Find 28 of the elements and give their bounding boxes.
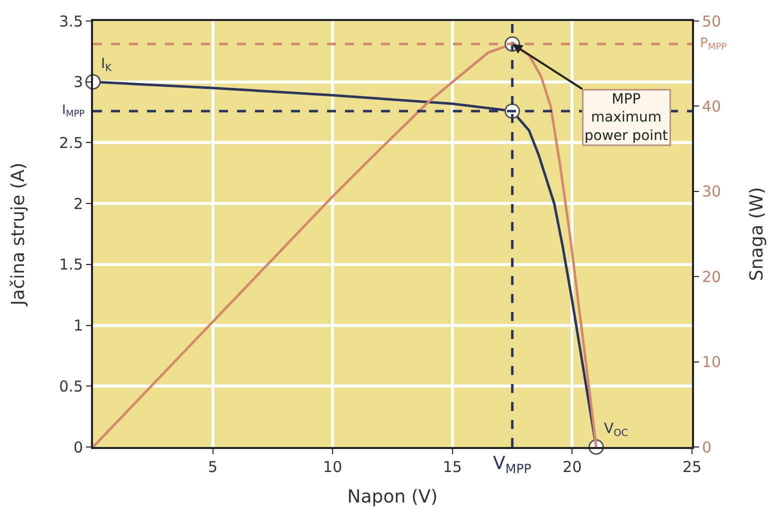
ref-line-label: I$_{MPP}$ xyxy=(62,103,86,120)
y-tick-label: 2 xyxy=(73,194,83,213)
x-tick-label: 10 xyxy=(323,458,342,476)
y2-tick-label: 20 xyxy=(702,268,722,286)
y2-tick-label: 30 xyxy=(702,182,722,201)
y2-tick-label: 10 xyxy=(702,353,722,372)
data-label: V$_{OC}$ xyxy=(604,421,628,439)
x-tick-label: 15 xyxy=(442,458,462,476)
y-tick-label: 1 xyxy=(73,316,83,335)
x-tick-label: 25 xyxy=(682,458,702,476)
x-tick-label: 20 xyxy=(562,458,582,476)
ref-line-label: V$_{MPP}$ xyxy=(493,453,532,476)
y-tick-label: 3 xyxy=(73,73,83,92)
y2-axis-title: Snaga (W) xyxy=(746,187,768,281)
y-axis-title: Jačina struje (A) xyxy=(8,162,29,306)
y-tick-label: 0.5 xyxy=(59,377,83,396)
y-tick-label: 2.5 xyxy=(59,134,83,152)
ref-line-label: P$_{MPP}$ xyxy=(700,36,728,53)
y-tick-label: 1.5 xyxy=(59,256,83,274)
y-tick-label: 3.5 xyxy=(59,12,83,30)
y2-tick-label: 50 xyxy=(702,12,722,30)
data-label: I$_{K}$ xyxy=(101,56,112,74)
annotation: MPP maximum power point xyxy=(584,92,668,144)
y2-tick-label: 0 xyxy=(702,438,712,456)
y-tick-label: 0 xyxy=(73,438,83,456)
x-tick-label: 5 xyxy=(208,458,218,476)
y2-tick-label: 40 xyxy=(702,97,722,116)
x-axis-title: Napon (V) xyxy=(347,486,438,508)
